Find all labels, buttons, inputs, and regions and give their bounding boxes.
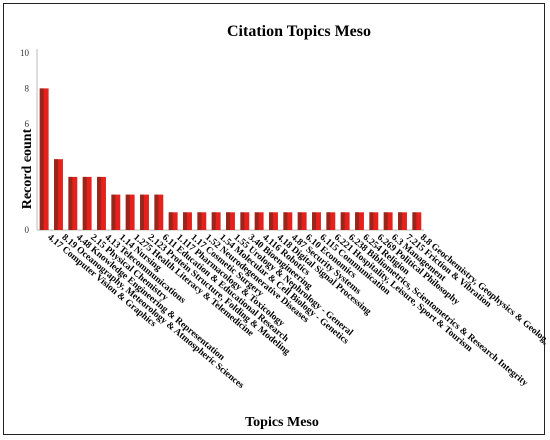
y-axis-label: Record count: [20, 128, 35, 209]
bar: [383, 212, 393, 230]
bar-shade: [312, 212, 317, 230]
bar-shade: [297, 212, 302, 230]
y-tick-label: 6: [25, 119, 30, 129]
bar-shade: [82, 176, 87, 230]
y-tick-label: 0: [25, 225, 30, 235]
chart-title: Citation Topics Meso: [227, 23, 371, 40]
bar: [369, 212, 379, 230]
bar-shade: [240, 212, 245, 230]
bar: [254, 212, 264, 230]
bar: [326, 212, 336, 230]
bar-shade: [383, 212, 388, 230]
bar-shade: [269, 212, 274, 230]
x-axis-label: Topics Meso: [245, 415, 319, 430]
bar: [140, 194, 149, 230]
bar-shade: [226, 212, 231, 230]
bar-shade: [398, 212, 403, 230]
bar: [226, 212, 235, 230]
bar: [154, 194, 164, 230]
bar-shade: [283, 212, 288, 230]
bar: [412, 212, 422, 230]
y-tick-label: 10: [20, 48, 30, 58]
bar: [297, 212, 307, 230]
bar-shade: [154, 194, 159, 230]
bar: [211, 212, 221, 230]
bar-shade: [68, 176, 73, 230]
bar: [269, 212, 278, 230]
y-axis: 0 2 4 6 8 10: [20, 48, 424, 235]
y-tick-label: 8: [25, 83, 30, 93]
bar-shade: [211, 212, 216, 230]
bar-shade: [97, 176, 102, 230]
bar-shade: [168, 212, 173, 230]
bar: [340, 212, 350, 230]
bar: [183, 212, 192, 230]
y-tick-label: 4: [25, 154, 30, 164]
bar: [240, 212, 250, 230]
bar: [197, 212, 207, 230]
bar-shade: [355, 212, 360, 230]
bar-chart: Citation Topics Meso Record count Topics…: [20, 23, 546, 430]
chart-frame: Citation Topics Meso Record count Topics…: [3, 3, 546, 435]
bar-shade: [111, 194, 116, 230]
bar-shade: [197, 212, 202, 230]
y-tick-label: 2: [25, 190, 30, 200]
bar-shade: [412, 212, 417, 230]
bar-shade: [340, 212, 345, 230]
bar-shade: [39, 88, 44, 231]
bar-shade: [326, 212, 331, 230]
bar-shade: [125, 194, 130, 230]
bar-shade: [54, 159, 59, 230]
bar: [398, 212, 407, 230]
bar: [283, 212, 293, 230]
bar: [39, 88, 49, 231]
bar: [168, 212, 178, 230]
bar-shade: [254, 212, 259, 230]
bar: [111, 194, 121, 230]
bar: [312, 212, 321, 230]
bar-shade: [140, 194, 145, 230]
bar: [68, 176, 78, 230]
bar-shade: [369, 212, 374, 230]
bar: [355, 212, 364, 230]
bar: [54, 159, 63, 230]
bars: [39, 88, 422, 231]
bar: [125, 194, 135, 230]
bar: [97, 176, 106, 230]
bar: [82, 176, 92, 230]
bar-shade: [183, 212, 188, 230]
